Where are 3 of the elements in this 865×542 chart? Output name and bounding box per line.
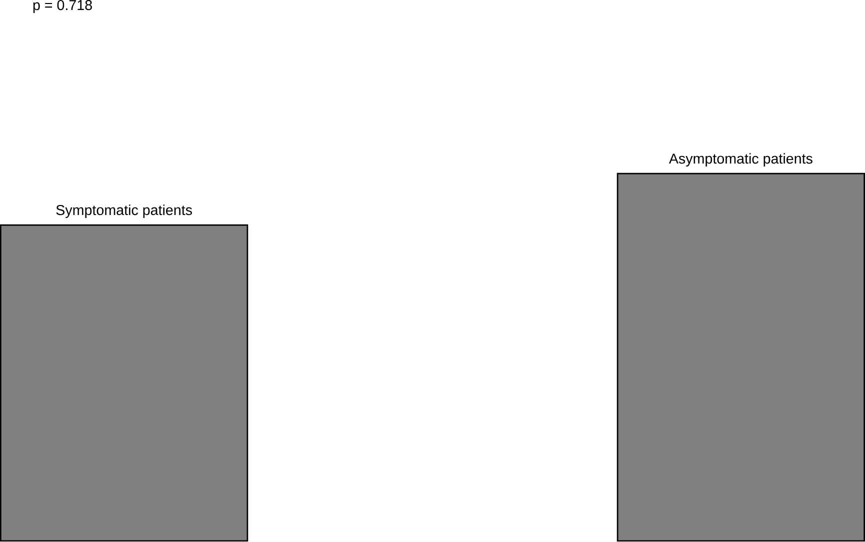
text: p = 0.718 <box>33 0 92 14</box>
x-tick-label: Asymptomatic patients <box>668 153 812 167</box>
x-tick-label: Symptomatic patients <box>56 204 192 218</box>
